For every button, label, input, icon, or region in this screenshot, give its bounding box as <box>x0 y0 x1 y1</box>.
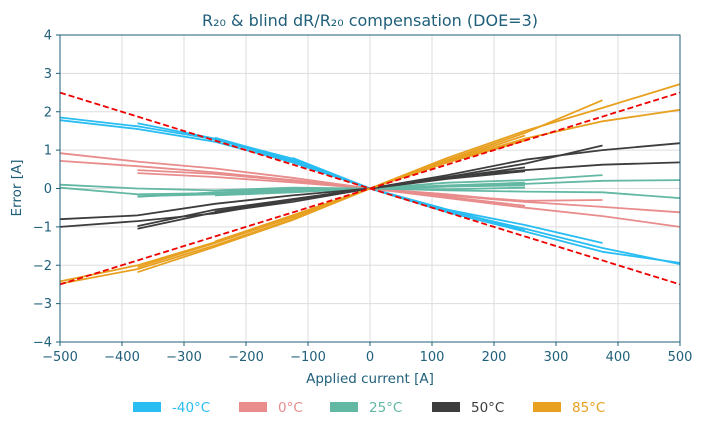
x-tick-label: −300 <box>166 350 202 365</box>
legend-label: 50°C <box>471 400 504 416</box>
legend-label: -40°C <box>172 400 210 416</box>
x-tick-label: 300 <box>544 350 569 365</box>
y-axis-label: Error [A] <box>9 160 25 217</box>
x-tick-label: −100 <box>290 350 326 365</box>
y-tick-label: −2 <box>33 259 52 274</box>
y-tick-label: 1 <box>44 144 52 159</box>
legend-label: 85°C <box>572 400 605 416</box>
x-tick-label: −200 <box>228 350 264 365</box>
x-tick-label: 400 <box>606 350 631 365</box>
legend: -40°C 0°C 25°C 50°C 85°C <box>133 400 605 416</box>
tick-layer: −500 −400 −300 −200 −100 0 100 200 300 400 500 −4 −3… <box>33 29 693 366</box>
reference-line <box>59 91 681 286</box>
x-tick-label: −400 <box>104 350 140 365</box>
series-line <box>137 184 526 198</box>
y-tick-label: 3 <box>44 67 52 82</box>
y-tick-label: −3 <box>33 297 52 312</box>
x-tick-label: 100 <box>420 350 445 365</box>
x-tick-label: 200 <box>482 350 507 365</box>
legend-swatch <box>330 402 358 412</box>
x-tick-label: 500 <box>668 350 693 365</box>
legend-swatch <box>533 402 561 412</box>
reference-lines <box>59 91 681 286</box>
y-tick-label: −4 <box>33 336 52 351</box>
legend-swatch <box>239 402 267 412</box>
y-tick-label: −1 <box>33 220 52 235</box>
legend-label: 0°C <box>278 400 303 416</box>
x-tick-label: −500 <box>42 350 78 365</box>
legend-label: 25°C <box>369 400 402 416</box>
x-axis-label: Applied current [A] <box>306 371 434 387</box>
y-tick-label: 2 <box>44 105 52 120</box>
x-tick-label: 0 <box>366 350 374 365</box>
series-line <box>137 172 526 207</box>
y-tick-label: 0 <box>44 182 52 197</box>
legend-swatch <box>432 402 460 412</box>
y-tick-label: 4 <box>44 29 52 44</box>
chart-title: R₂₀ & blind dR/R₂₀ compensation (DOE=3) <box>202 11 538 30</box>
legend-swatch <box>133 402 161 412</box>
